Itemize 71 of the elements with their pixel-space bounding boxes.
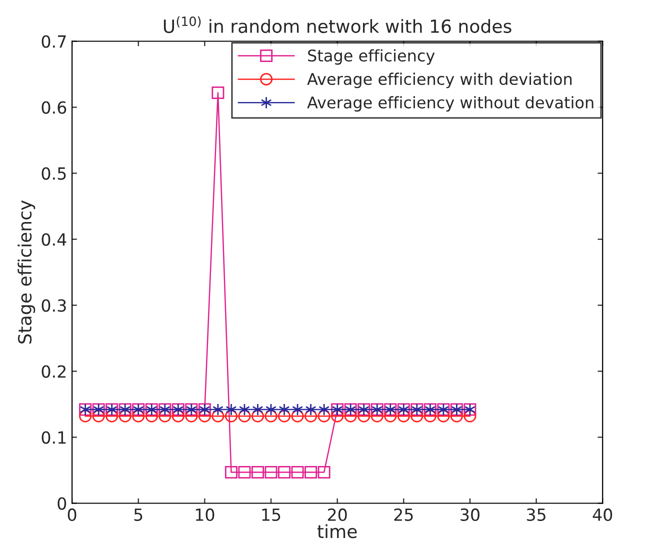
- y-axis-title: Stage efficiency: [18, 200, 36, 344]
- point: [292, 403, 304, 416]
- point: [132, 410, 145, 422]
- x-tick-label: 30: [460, 508, 480, 522]
- point: [106, 410, 118, 422]
- point: [384, 410, 397, 422]
- x-tick-label: 0: [68, 508, 76, 522]
- legend-label: Average efficiency with deviation: [307, 72, 572, 88]
- point: [238, 410, 251, 422]
- x-tick-label: 40: [592, 508, 612, 522]
- point: [318, 466, 330, 478]
- point: [358, 410, 370, 422]
- point: [344, 410, 357, 422]
- point: [304, 466, 318, 478]
- point: [264, 410, 278, 422]
- point: [92, 410, 105, 422]
- y-tick-label: 0.3: [42, 299, 66, 312]
- point: [464, 410, 476, 422]
- point: [198, 410, 211, 422]
- point: [252, 403, 264, 416]
- legend-label: Average efficiency without devation: [307, 96, 594, 112]
- point: [251, 410, 264, 422]
- y-tick-label: 0.2: [42, 365, 66, 378]
- x-tick-label: 5: [134, 508, 142, 522]
- point: [331, 410, 344, 422]
- point: [278, 410, 291, 422]
- point: [145, 410, 158, 422]
- y-tick-label: 0.5: [42, 167, 66, 180]
- point: [212, 410, 224, 422]
- point: [118, 410, 132, 422]
- x-tick-label: 20: [328, 508, 347, 522]
- y-tick-label: 0.1: [42, 431, 66, 444]
- point: [318, 403, 330, 416]
- y-tick-label: 0.6: [42, 101, 66, 114]
- point: [266, 403, 277, 416]
- x-tick-label: 10: [196, 508, 214, 522]
- point: [437, 410, 450, 422]
- point: [238, 403, 250, 416]
- point: [304, 410, 318, 422]
- point: [212, 403, 224, 416]
- point: [278, 403, 290, 416]
- legend-label: Stage efficiency: [308, 49, 435, 65]
- x-tick-label: 35: [526, 508, 546, 522]
- point: [318, 410, 330, 422]
- point: [251, 466, 264, 478]
- point: [224, 466, 238, 478]
- point: [291, 466, 304, 478]
- point: [264, 466, 278, 478]
- point: [305, 403, 316, 416]
- x-axis-title: time: [317, 524, 357, 538]
- y-tick-label: 0.7: [42, 35, 66, 48]
- chart-title: U$^{(10)}$ in random network with 16 nodes: [164, 16, 512, 34]
- point: [212, 86, 224, 99]
- x-tick-label: 25: [394, 508, 413, 522]
- point: [79, 410, 92, 422]
- y-tick-label: 0.4: [42, 233, 66, 246]
- point: [238, 466, 251, 478]
- point: [185, 410, 198, 422]
- point: [291, 410, 304, 422]
- point: [370, 410, 384, 422]
- point: [450, 410, 463, 422]
- point: [424, 410, 436, 422]
- x-tick-label: 15: [262, 508, 280, 522]
- point: [226, 403, 237, 416]
- point: [158, 410, 172, 422]
- point: [172, 410, 184, 422]
- point: [410, 410, 424, 422]
- point: [224, 410, 238, 422]
- point: [278, 466, 291, 478]
- y-tick-label: 0: [58, 497, 66, 510]
- point: [397, 410, 410, 422]
